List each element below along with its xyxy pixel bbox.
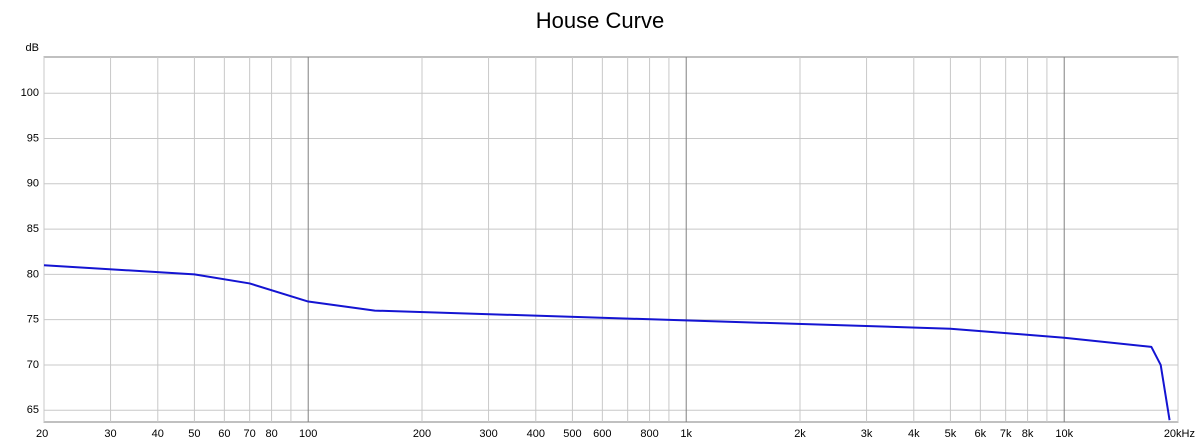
y-axis-label: dB — [26, 42, 39, 54]
y-tick-label: 90 — [27, 178, 39, 190]
y-tick-label: 80 — [27, 268, 39, 280]
x-tick-label: 6k — [975, 428, 987, 440]
y-tick-label: 85 — [27, 223, 39, 235]
x-tick-label: 300 — [479, 428, 497, 440]
x-tick-label: 7k — [1000, 428, 1012, 440]
x-tick-label: 5k — [945, 428, 957, 440]
x-tick-label: 8k — [1022, 428, 1034, 440]
x-tick-label: 10k — [1055, 428, 1073, 440]
x-tick-label: 80 — [265, 428, 277, 440]
x-tick-label: 500 — [563, 428, 581, 440]
x-tick-label: 70 — [244, 428, 256, 440]
y-tick-label: 65 — [27, 404, 39, 416]
x-tick-label: 40 — [152, 428, 164, 440]
x-tick-label: 20kHz — [1164, 428, 1195, 440]
x-tick-label: 50 — [188, 428, 200, 440]
x-tick-label: 100 — [299, 428, 317, 440]
x-tick-label: 800 — [640, 428, 658, 440]
x-tick-label: 3k — [861, 428, 873, 440]
x-tick-label: 4k — [908, 428, 920, 440]
x-tick-label: 400 — [527, 428, 545, 440]
y-tick-label: 95 — [27, 132, 39, 144]
chart-title: House Curve — [536, 8, 664, 33]
x-tick-label: 600 — [593, 428, 611, 440]
y-tick-label: 70 — [27, 359, 39, 371]
x-tick-label: 30 — [104, 428, 116, 440]
x-tick-label: 1k — [680, 428, 692, 440]
series-line — [43, 264, 1171, 421]
y-tick-label: 100 — [21, 87, 39, 99]
x-tick-label: 60 — [218, 428, 230, 440]
x-tick-label: 2k — [794, 428, 806, 440]
x-tick-label: 200 — [413, 428, 431, 440]
y-tick-label: 75 — [27, 314, 39, 326]
x-tick-label: 20 — [36, 428, 48, 440]
